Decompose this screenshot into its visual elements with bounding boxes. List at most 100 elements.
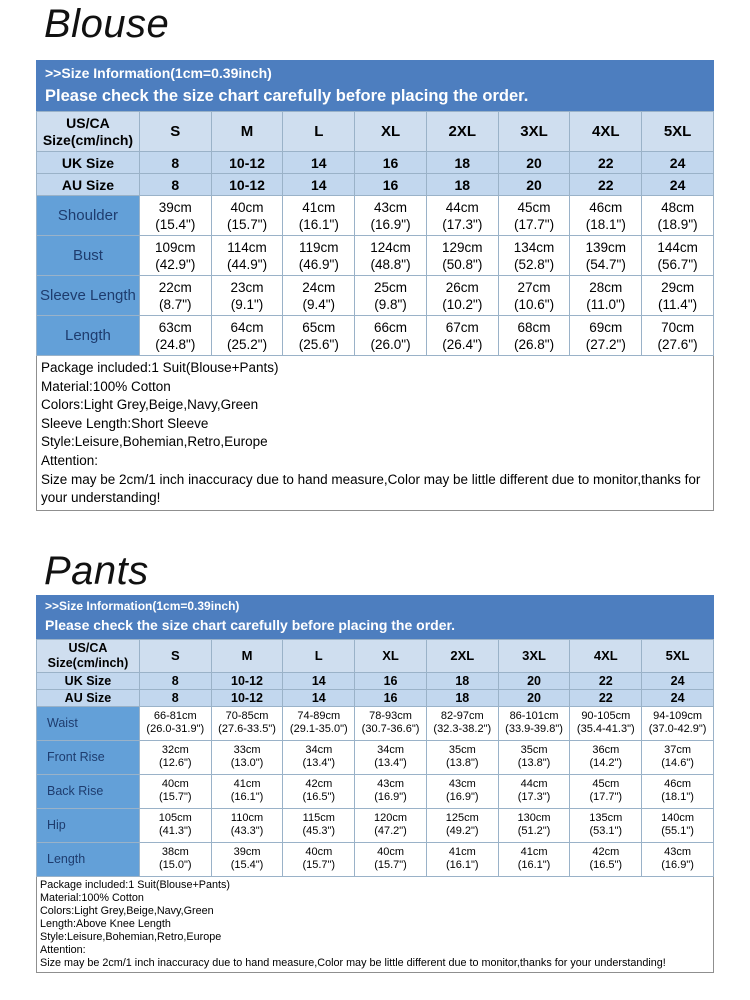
measure-cell: 130cm (51.2") <box>497 807 571 843</box>
measure-cell: 45cm (17.7") <box>497 195 571 236</box>
cm-value: 94-109cm <box>653 710 703 723</box>
cm-value: 140cm <box>661 812 695 825</box>
inch-value: (54.7") <box>585 256 626 272</box>
row-label: Front Rise <box>36 739 140 775</box>
inch-value: (16.9") <box>661 859 694 872</box>
measure-cell: 35cm (13.8") <box>497 739 571 775</box>
measure-cell: 119cm (46.9") <box>282 235 356 276</box>
measure-row: Front Rise 32cm (12.6") 33cm (13.0") 34cm (13.… <box>36 739 714 775</box>
inch-value: (26.0") <box>370 336 411 352</box>
size-cell: 24 <box>641 671 714 690</box>
cm-value: 66cm <box>374 319 408 335</box>
measure-cell: 66cm (26.0") <box>354 315 427 356</box>
measure-cell: 40cm (15.7") <box>210 195 284 236</box>
cm-value: 42cm <box>592 846 620 859</box>
inch-value: (11.0") <box>586 296 626 312</box>
size-cell: 22 <box>569 151 643 174</box>
blouse-size-table: US/CA Size(cm/inch) S M L XL 2XL 3XL 4XL 5XL UK Si… <box>36 111 714 356</box>
header-row: US/CA Size(cm/inch) S M L XL 2XL 3XL 4XL 5XL <box>36 638 714 673</box>
cm-value: 114cm <box>227 239 267 255</box>
cm-value: 139cm <box>585 239 627 255</box>
cm-value: 45cm <box>592 778 620 791</box>
inch-value: (17.3") <box>517 791 551 804</box>
blouse-size-info-banner: >>Size Information(1cm=0.39inch) Please … <box>36 60 714 111</box>
inch-value: (15.4") <box>230 859 264 872</box>
cm-value: 27cm <box>517 279 551 295</box>
inch-value: (13.8") <box>445 757 479 770</box>
note-line: Sleeve Length:Short Sleeve <box>41 415 209 431</box>
inch-value: (32.3-38.2") <box>433 723 492 736</box>
inch-value: (41.3") <box>158 825 192 838</box>
measure-row: Hip 105cm (41.3") 110cm (43.3") 115cm (45.3") 1… <box>36 807 714 843</box>
measure-cell: 78-93cm (30.7-36.6") <box>354 705 427 741</box>
note-line: Attention: <box>40 944 86 957</box>
col-header-m: M <box>210 111 284 152</box>
measure-cell: 34cm (13.4") <box>354 739 427 775</box>
size-chart-warning: Please check the size chart carefully be… <box>45 87 529 105</box>
measure-cell: 27cm (10.6") <box>497 275 571 316</box>
inch-value: (53.1") <box>589 825 623 838</box>
cm-value: 119cm <box>299 239 339 255</box>
cm-value: 24cm <box>302 279 336 295</box>
col-header-xl: XL <box>354 638 427 673</box>
measure-cell: 32cm (12.6") <box>138 739 212 775</box>
cm-value: 43cm <box>377 778 404 791</box>
inch-value: (8.7") <box>159 296 192 312</box>
measure-cell: 41cm (16.1") <box>282 195 356 236</box>
cm-value: 40cm <box>161 778 189 791</box>
inch-value: (16.1") <box>445 859 479 872</box>
size-chart-warning: Please check the size chart carefully be… <box>45 616 456 633</box>
inch-value: (51.2") <box>517 825 551 838</box>
col-header-3xl: 3XL <box>497 111 571 152</box>
cm-value: 68cm <box>517 319 551 335</box>
size-cell: 14 <box>282 173 356 196</box>
measure-cell: 63cm (24.8") <box>138 315 212 356</box>
inch-value: (16.1") <box>517 859 551 872</box>
cm-value: 125cm <box>445 812 479 825</box>
col-header-5xl: 5XL <box>641 111 714 152</box>
cm-value: 42cm <box>305 778 333 791</box>
measure-cell: 42cm (16.5") <box>282 773 356 809</box>
measure-cell: 33cm (13.0") <box>210 739 284 775</box>
cm-value: 63cm <box>158 319 192 335</box>
cm-value: 41cm <box>233 778 261 791</box>
size-cell: 14 <box>282 671 356 690</box>
inch-value: (48.8") <box>370 256 411 272</box>
inch-value: (9.1") <box>230 296 264 312</box>
inch-value: (15.7") <box>158 791 192 804</box>
inch-value: (24.8") <box>155 336 196 352</box>
cm-value: 39cm <box>233 846 261 859</box>
cm-value: 78-93cm <box>369 710 412 723</box>
cm-value: 33cm <box>233 744 261 757</box>
size-row: UK Size 8 10-12 14 16 18 20 22 24 <box>36 151 714 174</box>
note-line: Package included:1 Suit(Blouse+Pants) <box>41 360 279 375</box>
col-header-s: S <box>138 638 212 673</box>
measure-cell: 90-105cm (35.4-41.3") <box>569 705 643 741</box>
measure-cell: 120cm (47.2") <box>354 807 427 843</box>
size-cell: 22 <box>569 671 643 690</box>
measure-cell: 69cm (27.2") <box>569 315 643 356</box>
inch-value: (17.3") <box>442 216 483 232</box>
measure-row: Back Rise 40cm (15.7") 41cm (16.1") 42cm (16.5… <box>36 773 714 809</box>
measure-cell: 109cm (42.9") <box>138 235 212 276</box>
measure-cell: 46cm (18.1") <box>641 773 714 809</box>
inch-value: (16.1") <box>230 791 264 804</box>
inch-value: (18.1") <box>661 791 694 804</box>
inch-value: (16.9") <box>445 791 479 804</box>
inch-value: (56.7") <box>657 256 698 272</box>
cm-value: 26cm <box>445 279 479 295</box>
inch-value: (27.6") <box>657 336 698 352</box>
measure-cell: 125cm (49.2") <box>425 807 499 843</box>
inch-value: (45.3") <box>302 825 336 838</box>
inch-value: (16.9") <box>374 791 407 804</box>
inch-value: (13.4") <box>374 757 407 770</box>
cm-value: 65cm <box>302 319 336 335</box>
measure-cell: 40cm (15.7") <box>138 773 212 809</box>
measure-cell: 66-81cm (26.0-31.9") <box>138 705 212 741</box>
inch-value: (14.6") <box>661 757 694 770</box>
measure-cell: 29cm (11.4") <box>641 275 714 316</box>
measure-cell: 67cm (26.4") <box>425 315 499 356</box>
size-cell: 24 <box>641 173 714 196</box>
inch-value: (18.1") <box>585 216 626 232</box>
size-cell: 20 <box>497 688 571 707</box>
